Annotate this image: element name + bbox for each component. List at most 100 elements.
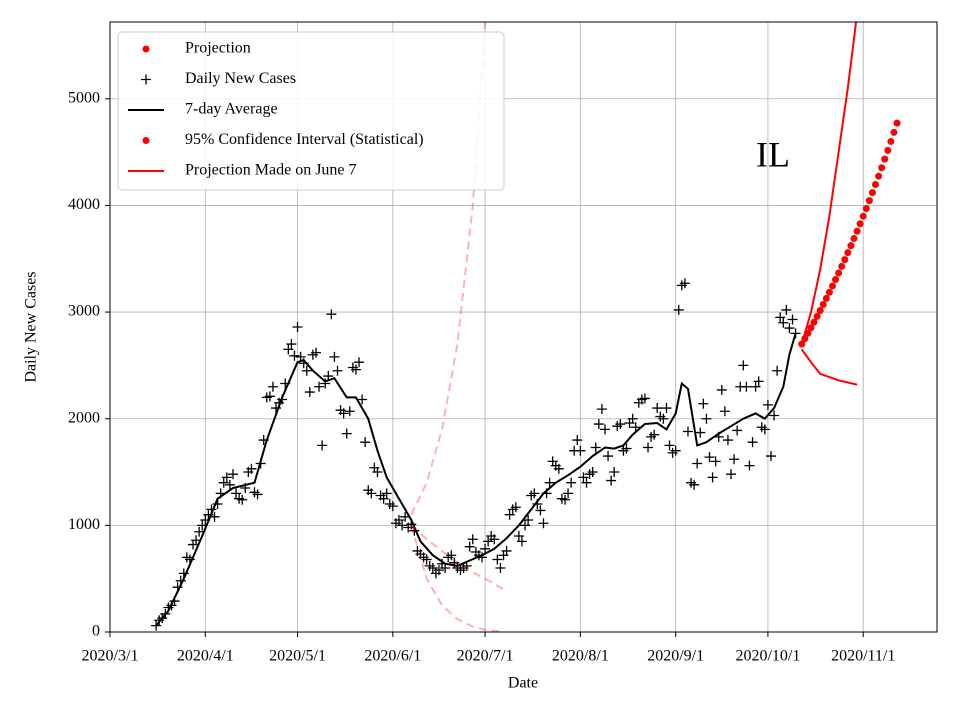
legend-label: 95% Confidence Interval (Statistical) [185,131,424,148]
x-tick-label: 2020/7/1 [457,648,514,665]
plus-marker [661,403,672,414]
plus-marker [387,501,398,512]
plus-marker [433,565,444,576]
plus-marker [719,406,730,417]
plus-marker [427,563,438,574]
line [410,22,487,516]
plus-marker [772,365,783,376]
dot-marker [862,205,870,213]
plus-marker [741,381,752,392]
plus-marker [747,437,758,448]
plus-marker [689,479,700,490]
plus-marker [329,351,340,362]
plus-marker [304,387,315,398]
plus-marker [467,534,478,545]
dot-marker [813,312,821,320]
plus-marker [393,515,404,526]
dot-marker [822,294,830,302]
dot-marker [835,269,843,277]
y-axis-label: Daily New Cases [23,271,40,382]
line [800,22,858,345]
legend: Projection Daily New Cases 7-day Average 95… [117,31,505,191]
plus-marker [707,472,718,483]
plus-marker [480,543,491,554]
plus-marker [227,469,238,480]
plus-marker [354,357,365,368]
plus-marker [566,477,577,488]
plus-marker [286,339,297,350]
plot-marks [151,22,901,632]
plus-marker [221,472,232,483]
plus-marker [446,550,457,561]
plus-marker [504,509,515,520]
x-tick-label: 2020/3/1 [82,648,139,665]
plus-marker [603,451,614,462]
plus-marker [701,413,712,424]
dot-marker [872,181,880,189]
plus-marker [704,452,715,463]
plus-marker [344,406,355,417]
plus-marker [381,488,392,499]
plus-marker [599,424,610,435]
plus-marker [317,440,328,451]
line [410,525,504,632]
plus-marker [744,460,755,471]
plus-marker [769,410,780,421]
plus-marker [421,554,432,565]
dot-marker [887,137,895,145]
x-axis-label: Date [508,675,538,692]
dot-marker [884,146,892,154]
plus-marker [301,365,312,376]
dot-marker [890,128,898,136]
x-tick-label: 2020/8/1 [552,648,609,665]
plus-marker [350,364,361,375]
plus-marker [710,456,721,467]
plus-marker [520,520,531,531]
plus-marker [753,376,764,387]
plus-marker [510,502,521,513]
plus-marker [464,541,475,552]
plus-marker [231,488,242,499]
dot-marker [825,288,833,296]
plus-marker [224,479,235,490]
plus-marker [729,454,740,465]
plus-marker [759,424,770,435]
legend-marker [142,45,150,53]
plus-marker [378,493,389,504]
dot-marker [875,172,883,180]
plus-marker [310,347,321,358]
dot-marker [847,242,855,250]
dot-marker [841,256,849,264]
plus-marker [590,442,601,453]
legend-label: Projection [185,40,251,57]
plus-marker [765,451,776,462]
plus-marker [784,323,795,334]
dot-marker [816,306,824,314]
legend-marker [142,137,150,144]
dot-marker [828,282,836,290]
dot-marker [865,197,873,205]
plus-marker [141,74,151,85]
plus-marker [596,404,607,415]
plus-marker [593,419,604,430]
plus-marker [264,391,275,402]
plus-marker [575,445,586,456]
plus-marker [535,505,546,516]
plus-marker [483,536,494,547]
plus-marker [283,344,294,355]
dot-marker [868,189,876,197]
x-tick-label: 2020/11/1 [831,648,895,665]
dot-marker [850,234,858,242]
legend-label: Projection Made on June 7 [185,162,357,179]
plus-marker [292,322,303,332]
legend-label: 7-day Average [185,101,278,118]
plus-marker [627,413,638,424]
dot-marker [819,300,827,308]
plus-marker [775,312,786,323]
plus-marker [357,394,368,405]
plus-marker [673,304,684,315]
dot-marker [810,318,818,326]
plus-marker [682,426,693,437]
plus-marker [516,536,527,547]
